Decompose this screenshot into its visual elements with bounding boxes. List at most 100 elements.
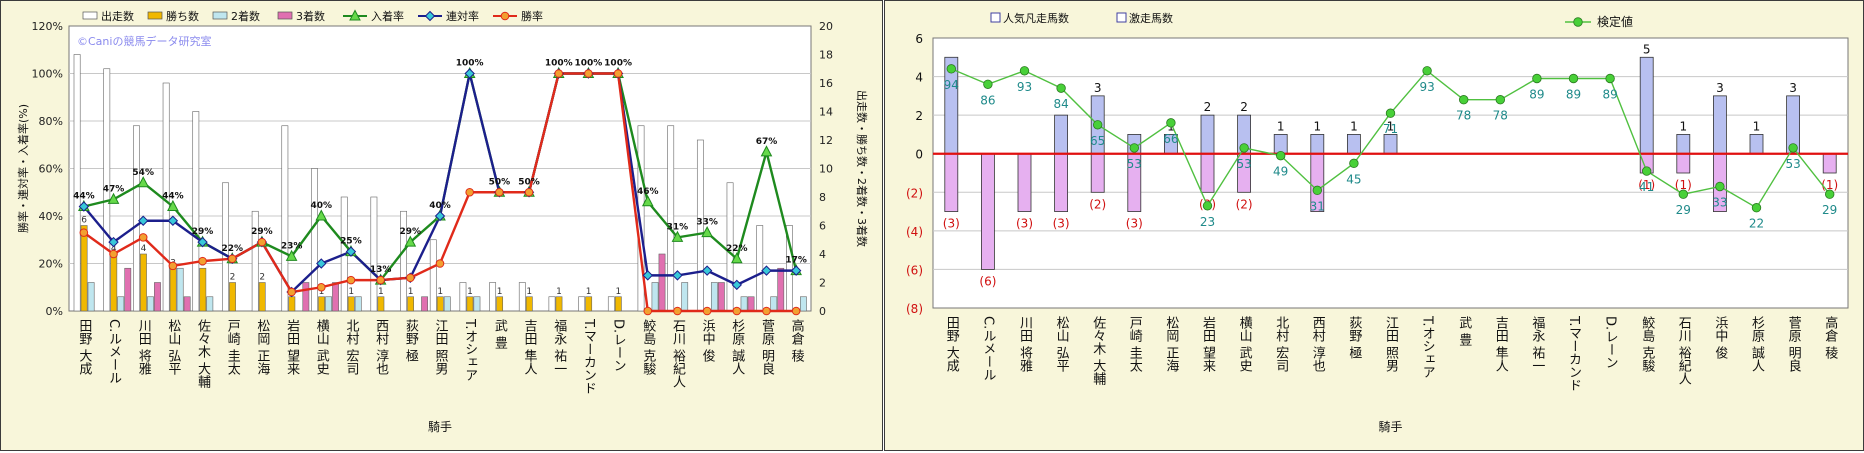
category-label: 菅原 明良 bbox=[759, 319, 775, 376]
bar-2着数 bbox=[206, 296, 214, 312]
marker-検定値 bbox=[1385, 108, 1396, 118]
right-y-tick: 14 bbox=[819, 106, 833, 119]
win-count-label: 1 bbox=[348, 287, 354, 297]
bar-出走数 bbox=[281, 125, 289, 312]
bar-激走馬数 bbox=[1273, 134, 1288, 155]
bar-激走馬数 bbox=[1749, 134, 1764, 155]
bar-2着数 bbox=[770, 296, 778, 312]
category-label: 松岡 正海 bbox=[1163, 316, 1179, 373]
bar-出走数 bbox=[311, 168, 318, 312]
win-count-label: 1 bbox=[497, 287, 503, 297]
legend-marker bbox=[1573, 17, 1583, 27]
bar-3着数 bbox=[302, 282, 310, 312]
legend: 出走数 勝ち数 2着数 3着数 入着率 連対率 勝率 bbox=[82, 9, 543, 23]
category-label: 高倉 稜 bbox=[1822, 315, 1838, 359]
marker-勝率 bbox=[732, 306, 742, 316]
marker-入着率 bbox=[671, 230, 684, 242]
bar-出走数 bbox=[162, 82, 170, 312]
bar-出走数 bbox=[756, 225, 764, 312]
marker-連対率 bbox=[167, 215, 179, 226]
win-count-label: 1 bbox=[319, 287, 325, 297]
marker-検定値 bbox=[1276, 150, 1286, 161]
bar-3着数 bbox=[421, 296, 428, 312]
bar-勝ち数 bbox=[258, 282, 266, 312]
bar-激走馬数 bbox=[1713, 95, 1727, 155]
bar-激走馬数 bbox=[1346, 134, 1361, 155]
right-y-tick: 10 bbox=[819, 163, 833, 176]
bar-2着数 bbox=[354, 296, 362, 312]
percent-label: 33% bbox=[696, 218, 718, 228]
category-label: 福永 祐一 bbox=[1529, 316, 1545, 372]
legend-label: 3着数 bbox=[296, 9, 325, 23]
marker-勝率 bbox=[168, 261, 178, 271]
bar-人気凡走馬数 bbox=[1090, 153, 1105, 193]
percent-label: 67% bbox=[756, 137, 778, 147]
win-count-label: 1 bbox=[408, 287, 414, 297]
right-y-tick: 6 bbox=[819, 220, 826, 233]
marker-検定値 bbox=[1422, 66, 1432, 76]
percent-label: 50% bbox=[489, 177, 511, 187]
win-count-label: 1 bbox=[615, 287, 621, 297]
marker-勝率 bbox=[376, 275, 385, 285]
right-y-tick: 20 bbox=[819, 20, 833, 33]
marker-検定値 bbox=[1751, 203, 1762, 213]
bar-2着数 bbox=[740, 296, 748, 312]
left-y-tick: 60% bbox=[39, 163, 63, 176]
marker-検定値 bbox=[1019, 66, 1030, 76]
percent-label: 29% bbox=[192, 227, 214, 237]
marker-勝率 bbox=[79, 228, 89, 237]
bar-激走馬数 bbox=[1054, 114, 1069, 155]
score-label: 93 bbox=[1017, 80, 1032, 94]
category-label: 岩田 望来 bbox=[284, 319, 300, 376]
legend-marker bbox=[349, 9, 361, 21]
marker-検定値 bbox=[983, 79, 993, 89]
category-label: C.ルメール bbox=[980, 316, 995, 381]
legend-label: 勝率 bbox=[521, 9, 543, 23]
marker-連対率 bbox=[316, 258, 327, 269]
bar-3着数 bbox=[658, 253, 666, 312]
score-label: 71 bbox=[1383, 122, 1398, 136]
positive-count-label: 1 bbox=[1277, 119, 1285, 133]
bar-3着数 bbox=[332, 282, 339, 312]
legend-label: 出走数 bbox=[101, 9, 134, 23]
score-label: 45 bbox=[1346, 172, 1361, 186]
score-label: 78 bbox=[1456, 109, 1471, 123]
legend-label: 連対率 bbox=[446, 9, 479, 23]
bar-出走数 bbox=[103, 68, 111, 312]
bar-出走数 bbox=[459, 282, 467, 312]
percent-label: 29% bbox=[251, 227, 273, 237]
percent-label: 40% bbox=[311, 201, 333, 211]
marker-連対率 bbox=[761, 265, 772, 276]
right-y-tick: (6) bbox=[906, 263, 923, 277]
positive-count-label: 1 bbox=[1753, 119, 1761, 133]
marker-検定値 bbox=[1605, 73, 1615, 84]
score-label: 22 bbox=[1749, 217, 1764, 231]
marker-検定値 bbox=[1825, 189, 1835, 199]
bar-出走数 bbox=[637, 125, 645, 312]
positive-count-label: 3 bbox=[1094, 81, 1102, 95]
marker-検定値 bbox=[1495, 95, 1506, 105]
percent-label: 100% bbox=[456, 59, 484, 69]
legend-label: 検定値 bbox=[1597, 14, 1633, 29]
right-plot-area bbox=[932, 37, 1849, 309]
percent-label: 40% bbox=[429, 201, 451, 211]
marker-入着率 bbox=[404, 235, 417, 247]
score-label: 78 bbox=[1493, 109, 1508, 123]
bar-2着数 bbox=[710, 282, 718, 312]
legend-marker bbox=[500, 11, 510, 21]
marker-入着率 bbox=[137, 176, 150, 188]
category-label: 荻野 極 bbox=[403, 319, 419, 363]
score-label: 23 bbox=[1200, 215, 1215, 229]
bar-3着数 bbox=[154, 282, 161, 312]
marker-検定値 bbox=[1678, 189, 1689, 199]
bar-勝ち数 bbox=[288, 296, 296, 312]
percent-label: 47% bbox=[103, 184, 125, 194]
positive-count-label: 1 bbox=[1350, 119, 1358, 133]
bar-出走数 bbox=[370, 196, 378, 312]
percent-label: 29% bbox=[400, 227, 422, 237]
right-y-tick: 16 bbox=[819, 77, 833, 90]
negative-count-label: (1) bbox=[1675, 178, 1692, 192]
percent-label: 17% bbox=[785, 256, 807, 266]
percent-label: 100% bbox=[604, 59, 632, 69]
category-label: 横山 武史 bbox=[1237, 316, 1253, 374]
